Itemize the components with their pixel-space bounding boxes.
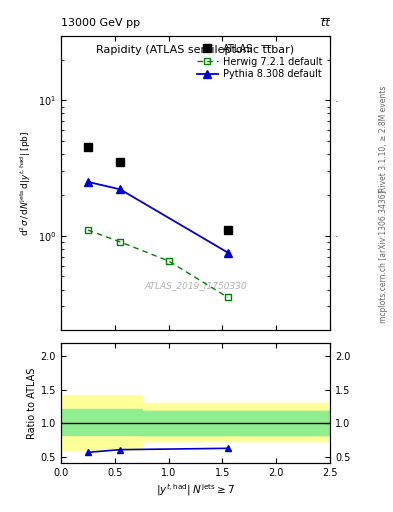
Text: Rivet 3.1.10, ≥ 2.8M events: Rivet 3.1.10, ≥ 2.8M events	[379, 86, 387, 192]
Legend: ATLAS, Herwig 7.2.1 default, Pythia 8.308 default: ATLAS, Herwig 7.2.1 default, Pythia 8.30…	[194, 40, 325, 82]
Text: Rapidity (ATLAS semileptonic t̅t̅bar): Rapidity (ATLAS semileptonic t̅t̅bar)	[96, 45, 295, 55]
Text: ATLAS_2019_I1750330: ATLAS_2019_I1750330	[144, 282, 247, 291]
Text: 13000 GeV pp: 13000 GeV pp	[61, 18, 140, 29]
Y-axis label: $\mathrm{d}^2\sigma\,/\,\mathrm{d}N^\mathrm{jets}\,\mathrm{d}|y^{t,\mathrm{had}}: $\mathrm{d}^2\sigma\,/\,\mathrm{d}N^\mat…	[19, 131, 33, 236]
X-axis label: $|y^{t,\mathrm{had}}|\;N^{\mathrm{jets}} \geq 7$: $|y^{t,\mathrm{had}}|\;N^{\mathrm{jets}}…	[156, 482, 235, 498]
Y-axis label: Ratio to ATLAS: Ratio to ATLAS	[26, 368, 37, 439]
Text: t̅t̅: t̅t̅	[321, 18, 330, 29]
Text: mcplots.cern.ch [arXiv:1306.3436]: mcplots.cern.ch [arXiv:1306.3436]	[379, 190, 387, 323]
